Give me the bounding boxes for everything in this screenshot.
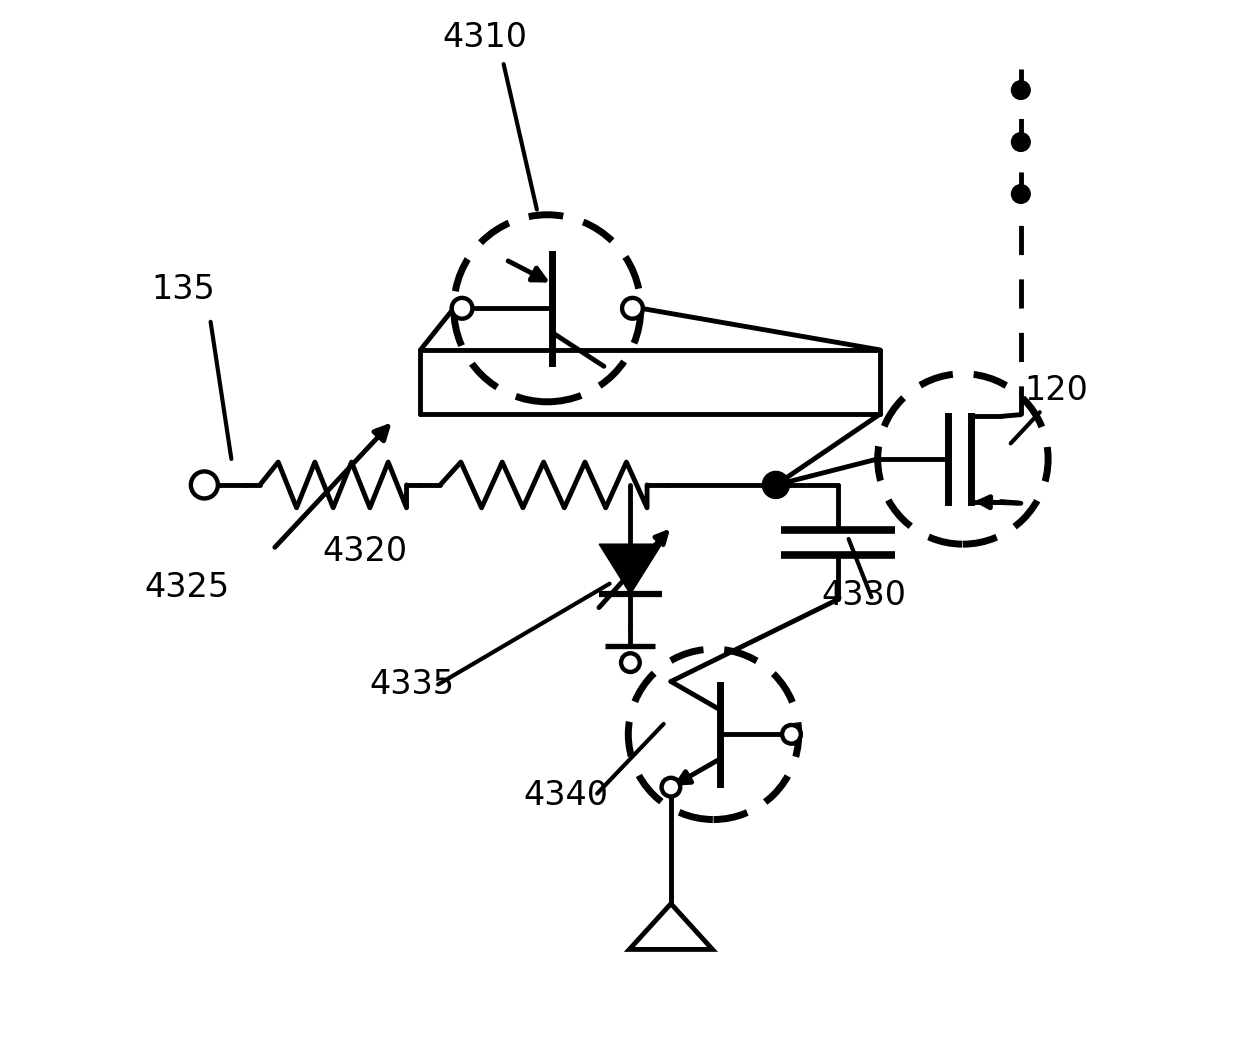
Circle shape (622, 298, 642, 319)
Text: 4330: 4330 (822, 579, 906, 612)
Text: 4320: 4320 (322, 535, 408, 568)
Circle shape (662, 778, 681, 796)
Text: 4325: 4325 (144, 572, 229, 604)
Circle shape (1012, 184, 1030, 203)
Circle shape (191, 472, 218, 498)
Circle shape (1012, 81, 1030, 99)
Text: 4310: 4310 (443, 21, 527, 54)
Circle shape (763, 472, 790, 498)
Text: 135: 135 (151, 273, 216, 306)
Text: 4340: 4340 (523, 779, 609, 812)
Circle shape (451, 298, 472, 319)
Text: 4335: 4335 (370, 668, 455, 701)
Circle shape (621, 653, 640, 672)
Text: 120: 120 (1024, 374, 1089, 408)
Polygon shape (599, 544, 662, 594)
Circle shape (1012, 133, 1030, 152)
Circle shape (782, 724, 801, 743)
